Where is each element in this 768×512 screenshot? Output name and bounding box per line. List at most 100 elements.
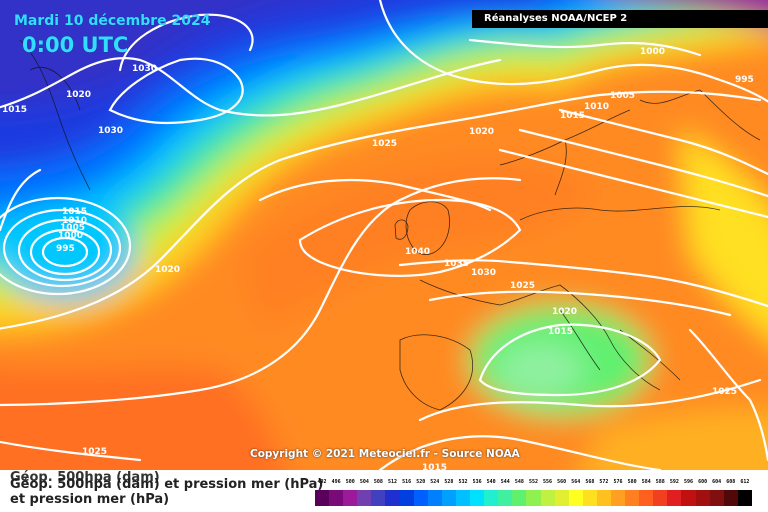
scale-tick-label: 584 [641, 479, 651, 485]
color-scale-ticks: 492 496 500 504 508 512 516 520 524 528 532 536 540 5… [315, 474, 752, 490]
isobar-label: 1030 [132, 64, 157, 74]
color-scale-bar [315, 490, 752, 506]
scale-swatch [653, 490, 668, 506]
isobar-label: 995 [735, 75, 754, 85]
isobar-label: 1020 [155, 265, 180, 275]
scale-tick-label: 516 [402, 479, 412, 485]
scale-tick-label: 612 [740, 479, 750, 485]
scale-swatch [554, 490, 569, 506]
scale-swatch [582, 490, 597, 506]
scale-swatch [639, 490, 654, 506]
scale-tick-label: 540 [486, 479, 496, 485]
scale-tick-label: 568 [585, 479, 595, 485]
scale-tick-label: 596 [683, 479, 693, 485]
isobar-label: 1020 [469, 127, 494, 137]
scale-swatch [441, 490, 456, 506]
isobar-label: 1015 [62, 207, 87, 217]
scale-tick-label: 608 [726, 479, 736, 485]
scale-swatch [681, 490, 696, 506]
isobar-label: 1025 [82, 447, 107, 457]
isobar-label: 1005 [60, 223, 85, 233]
scale-swatch [667, 490, 682, 506]
copyright-notice: Copyright © 2021 Meteociel.fr - Source N… [250, 448, 520, 460]
scale-swatch [343, 490, 358, 506]
isobar-label: 1025 [372, 139, 397, 149]
forecast-date: Mardi 10 décembre 2024 [14, 13, 211, 29]
scale-swatch [470, 490, 485, 506]
scale-swatch [526, 490, 541, 506]
isobar-label: 1015 [2, 105, 27, 115]
isobar-label: 1035 [444, 259, 469, 269]
scale-swatch [357, 490, 372, 506]
scale-tick-label: 500 [345, 479, 355, 485]
scale-tick-label: 508 [373, 479, 383, 485]
scale-tick-label: 504 [359, 479, 369, 485]
scale-swatch [399, 490, 414, 506]
scale-swatch [413, 490, 428, 506]
scale-tick-label: 520 [416, 479, 426, 485]
color-scale: 492 496 500 504 508 512 516 520 524 528 532 536 540 5… [315, 474, 752, 506]
isobar-label: 1025 [712, 387, 737, 397]
scale-tick-label: 496 [331, 479, 341, 485]
isobar-label: 1030 [98, 126, 123, 136]
scale-tick-label: 524 [430, 479, 440, 485]
isobar-label: 1025 [510, 281, 535, 291]
geopotential-map: 1030 1020 1015 1030 1015 1010 1005 1000 … [0, 0, 768, 470]
scale-swatch [596, 490, 611, 506]
scale-tick-label: 544 [500, 479, 510, 485]
scale-swatch [315, 490, 330, 506]
scale-tick-label: 600 [698, 479, 708, 485]
scale-swatch [329, 490, 344, 506]
scale-tick-label: 592 [669, 479, 679, 485]
scale-tick-label: 564 [571, 479, 581, 485]
scale-swatch [540, 490, 555, 506]
scale-tick-label: 556 [543, 479, 553, 485]
scale-tick-label: 532 [458, 479, 468, 485]
scale-tick-label: 552 [528, 479, 538, 485]
scale-tick-label: 528 [444, 479, 454, 485]
scale-tick-label: 492 [317, 479, 327, 485]
scale-swatch [723, 490, 738, 506]
scale-swatch [695, 490, 710, 506]
scale-swatch [371, 490, 386, 506]
scale-swatch [737, 490, 752, 506]
isobar-label: 1015 [560, 111, 585, 121]
scale-swatch [709, 490, 724, 506]
caption-line1: Géop. 500hpa (dam) [10, 470, 160, 485]
isobar-label: 1000 [640, 47, 665, 57]
isobar-label: 1040 [405, 247, 430, 257]
isobar-label: 1005 [610, 91, 635, 101]
isobar-label: 1015 [548, 327, 573, 337]
isobar-label: 1010 [584, 102, 609, 112]
scale-swatch [427, 490, 442, 506]
isobar-label: 995 [56, 244, 75, 254]
scale-swatch [484, 490, 499, 506]
scale-swatch [498, 490, 513, 506]
scale-tick-label: 576 [613, 479, 623, 485]
isobar-label: 1020 [66, 90, 91, 100]
scale-tick-label: 588 [655, 479, 665, 485]
source-banner: Réanalyses NOAA/NCEP 2 [472, 10, 768, 28]
scale-tick-label: 580 [627, 479, 637, 485]
scale-tick-label: 560 [557, 479, 567, 485]
scale-swatch [512, 490, 527, 506]
caption-line1-overlap: Géop. 500hpa (dam) et pression mer (hPa) [10, 477, 324, 492]
forecast-time: 0:00 UTC [22, 33, 129, 57]
scale-swatch [455, 490, 471, 506]
isobar-label: 1015 [422, 463, 447, 470]
scale-swatch [610, 490, 626, 506]
caption-line2: et pression mer (hPa) [10, 492, 170, 507]
scale-tick-label: 536 [472, 479, 482, 485]
isobar-label: 1010 [62, 216, 87, 226]
scale-swatch [568, 490, 583, 506]
isobar-label: 1020 [552, 307, 577, 317]
scale-tick-label: 604 [712, 479, 722, 485]
scale-tick-label: 572 [599, 479, 609, 485]
scale-swatch [385, 490, 400, 506]
scale-swatch [625, 490, 640, 506]
scale-tick-label: 548 [514, 479, 524, 485]
scale-tick-label: 512 [388, 479, 398, 485]
isobar-label: 1000 [58, 231, 83, 241]
isobar-label: 1030 [471, 268, 496, 278]
